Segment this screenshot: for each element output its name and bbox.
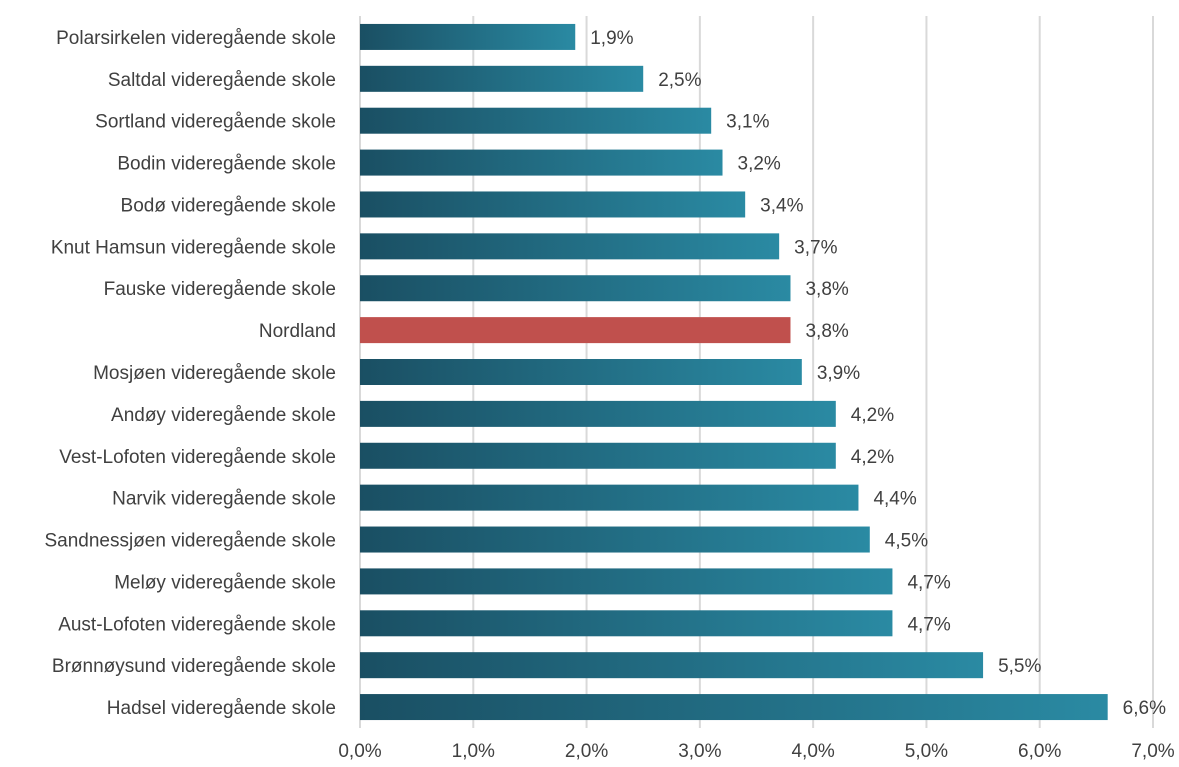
category-label: Meløy videregående skole	[114, 572, 336, 593]
category-label: Bodø videregående skole	[121, 195, 336, 216]
category-label: Brønnøysund videregående skole	[52, 656, 336, 677]
category-label: Sandnessjøen videregående skole	[44, 531, 336, 552]
data-label: 4,2%	[851, 447, 894, 468]
x-axis-tick-labels: 0,0% 1,0% 2,0% 3,0% 4,0% 5,0% 6,0% 7,0%	[338, 741, 1174, 762]
bar	[360, 233, 780, 260]
bar	[360, 526, 870, 553]
bar	[360, 400, 836, 427]
data-label: 4,4%	[873, 489, 916, 510]
bar	[360, 442, 836, 469]
bar	[360, 23, 576, 50]
category-label: Bodin videregående skole	[117, 154, 336, 175]
category-label: Fauske videregående skole	[104, 279, 336, 300]
x-tick-label: 4,0%	[791, 741, 834, 762]
bar	[360, 694, 1108, 721]
x-tick-label: 2,0%	[565, 741, 608, 762]
bar	[360, 107, 712, 134]
category-label: Polarsirkelen videregående skole	[56, 28, 336, 49]
x-tick-label: 1,0%	[452, 741, 495, 762]
data-label: 1,9%	[590, 28, 633, 49]
data-label: 3,7%	[794, 237, 837, 258]
category-label: Nordland	[259, 321, 336, 342]
category-label: Aust-Lofoten videregående skole	[58, 614, 336, 635]
bar	[360, 568, 893, 595]
x-tick-label: 3,0%	[678, 741, 721, 762]
data-label: 4,7%	[907, 614, 950, 635]
bar	[360, 65, 644, 92]
bar	[360, 359, 802, 385]
data-label: 4,7%	[907, 572, 950, 593]
category-label: Vest-Lofoten videregående skole	[59, 447, 336, 468]
x-tick-label: 6,0%	[1018, 741, 1061, 762]
bars	[360, 23, 1108, 721]
bar-highlight	[360, 317, 791, 344]
category-label: Andøy videregående skole	[111, 405, 336, 426]
category-label: Knut Hamsun videregående skole	[51, 237, 336, 258]
data-label: 4,5%	[885, 531, 928, 552]
x-tick-label: 5,0%	[905, 741, 948, 762]
data-label: 3,4%	[760, 195, 803, 216]
data-label: 5,5%	[998, 656, 1041, 677]
bar	[360, 275, 791, 302]
data-label: 3,8%	[805, 321, 848, 342]
category-label: Hadsel videregående skole	[107, 698, 336, 719]
bar	[360, 610, 893, 637]
data-label: 6,6%	[1123, 698, 1166, 719]
data-label: 3,1%	[726, 112, 769, 133]
bar	[360, 149, 723, 176]
data-label: 3,9%	[817, 363, 860, 384]
category-labels: Polarsirkelen videregående skole Saltdal …	[44, 28, 336, 719]
data-label: 3,8%	[805, 279, 848, 300]
data-label: 2,5%	[658, 70, 701, 91]
value-labels: 1,9% 2,5% 3,1% 3,2% 3,4% 3,7% 3,8% 3,8% 3,9% 4,2%…	[590, 28, 1166, 719]
bar	[360, 484, 859, 511]
x-tick-label: 7,0%	[1131, 741, 1174, 762]
x-tick-label: 0,0%	[338, 741, 381, 762]
data-label: 4,2%	[851, 405, 894, 426]
category-label: Narvik videregående skole	[112, 489, 336, 510]
category-label: Saltdal videregående skole	[108, 70, 336, 91]
category-label: Sortland videregående skole	[95, 112, 336, 133]
category-label: Mosjøen videregående skole	[93, 363, 336, 384]
bar	[360, 191, 746, 218]
data-label: 3,2%	[738, 154, 781, 175]
bar	[360, 652, 984, 679]
